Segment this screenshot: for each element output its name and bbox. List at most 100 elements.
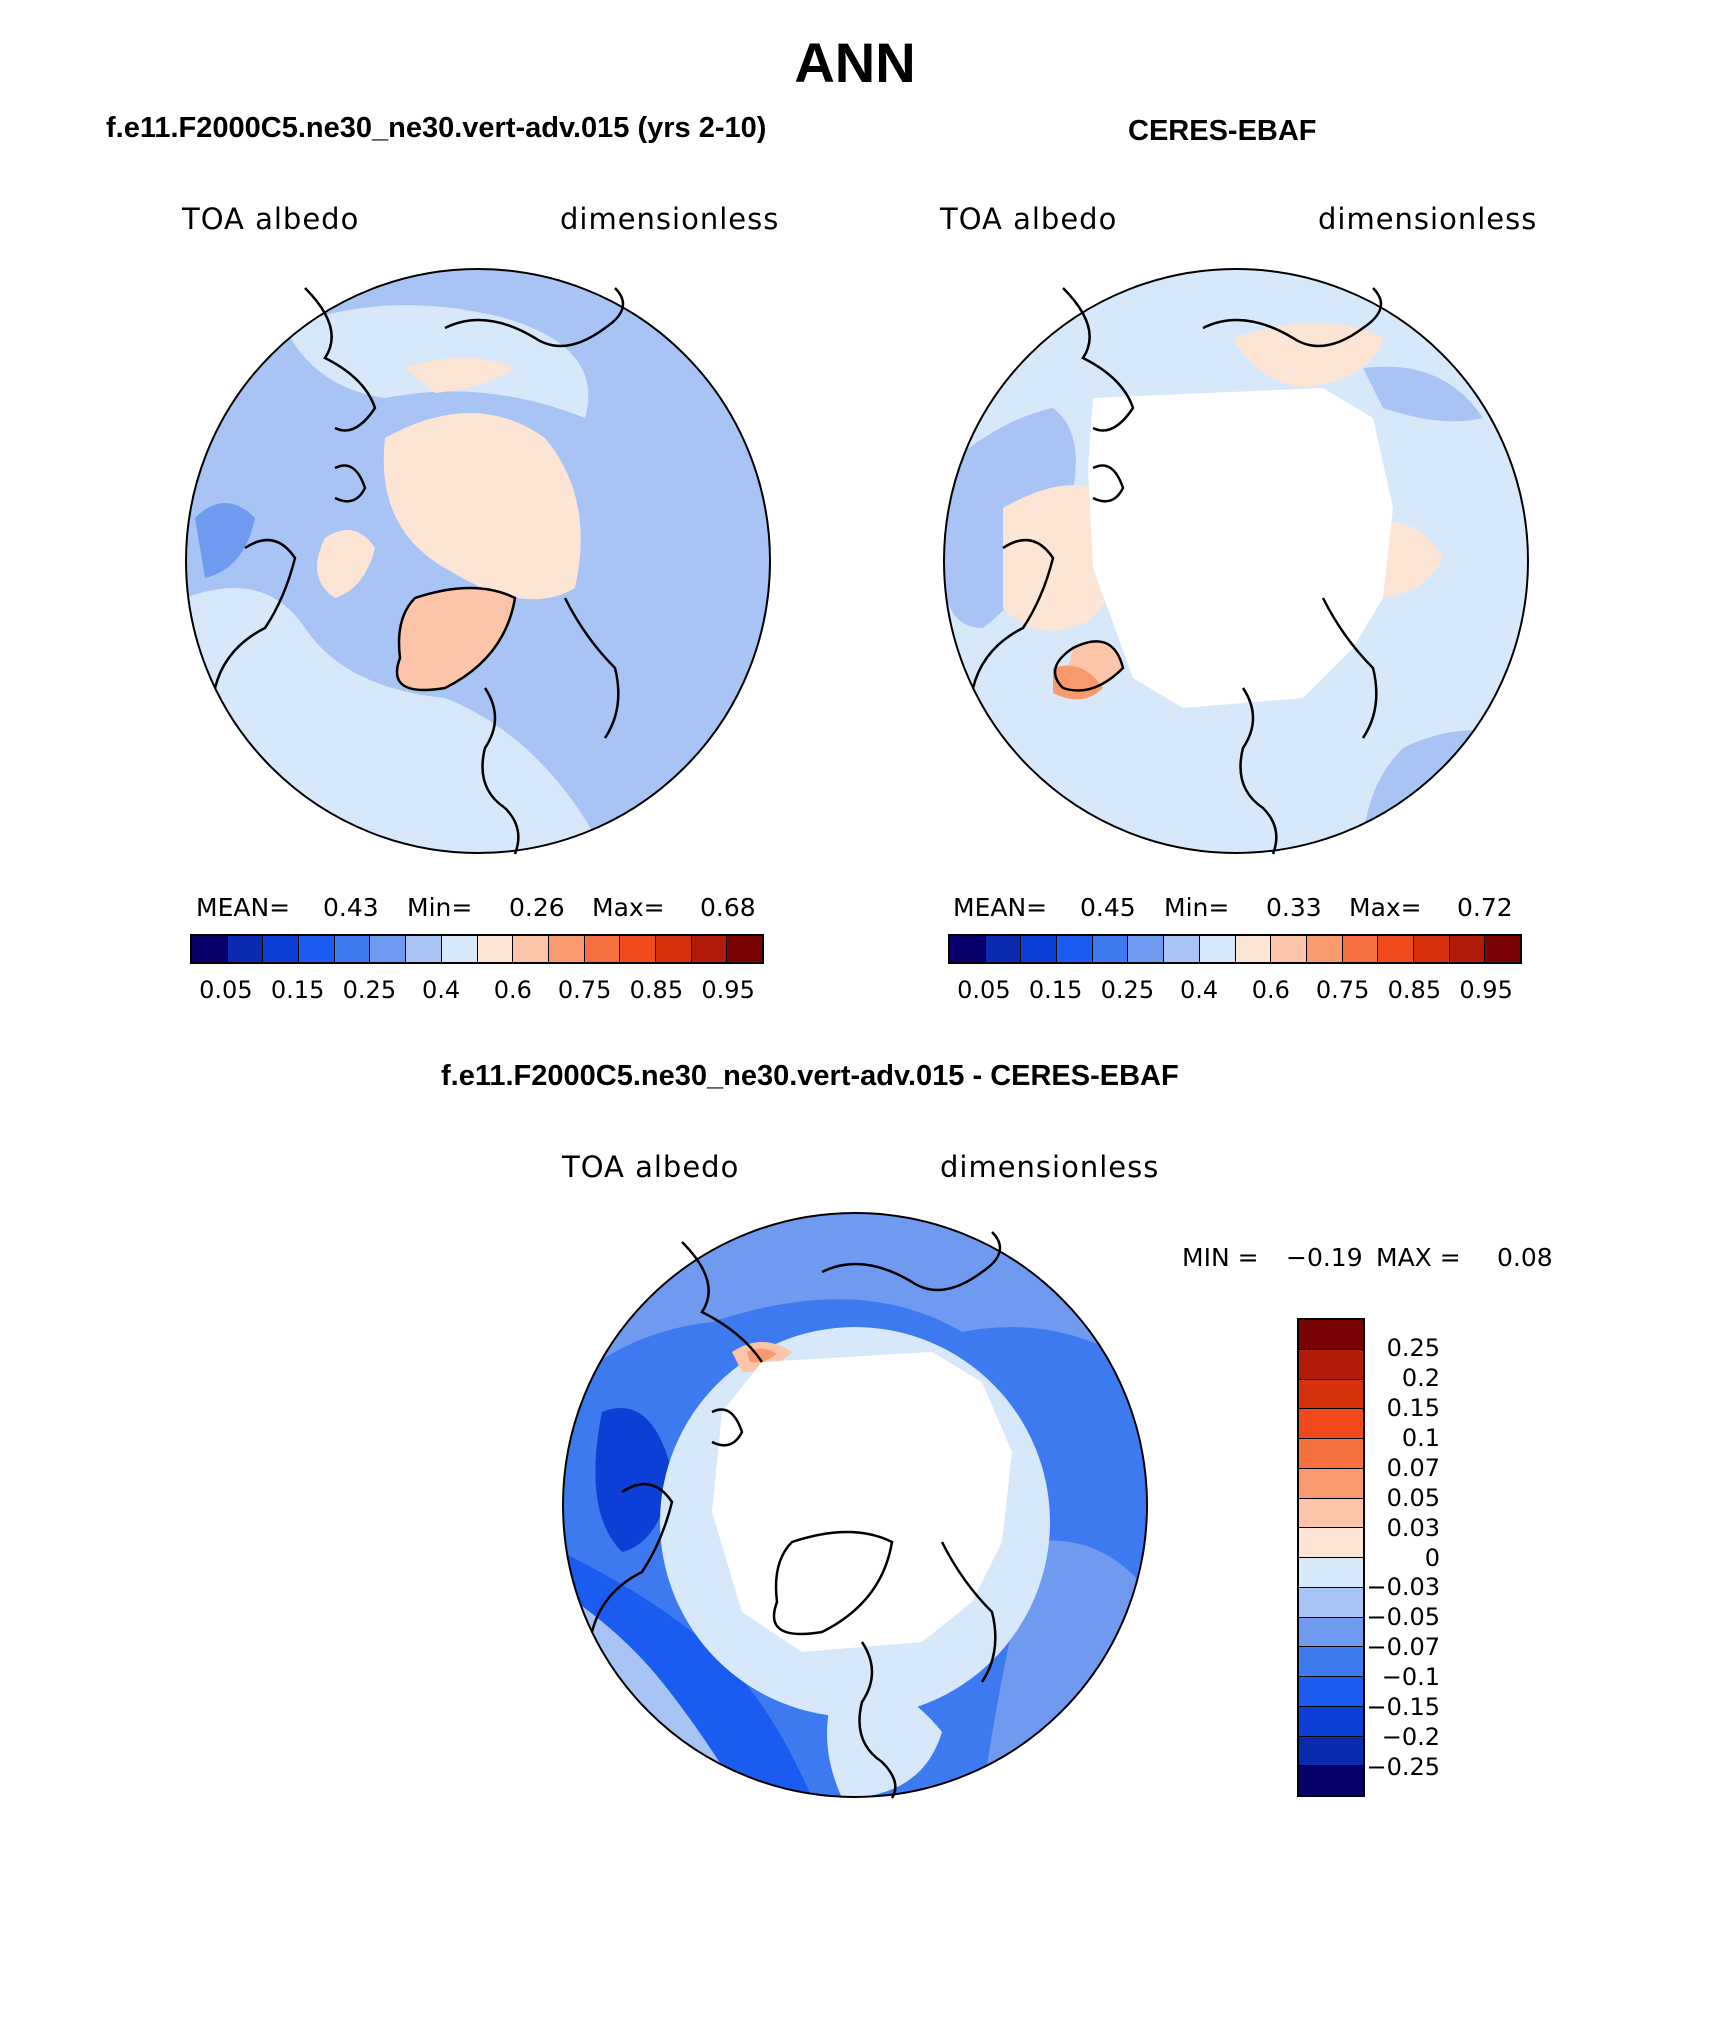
colorbar-swatch xyxy=(1299,1677,1363,1707)
colorbar-swatch xyxy=(1092,936,1129,962)
colorbar-swatch xyxy=(1299,1766,1363,1795)
min-label-model: Min= xyxy=(407,893,473,922)
variable-label-model: TOA albedo xyxy=(182,202,360,236)
colorbar-tick-label: 0.25 xyxy=(342,976,397,1004)
colorbar-ticks-diff: 0.25 0.2 0.15 0.1 0.07 0.05 0.03 0 −0.03 −0.05 −0.… xyxy=(1330,1318,1460,1797)
colorbar-swatch xyxy=(1299,1736,1363,1767)
colorbar-swatch xyxy=(1128,936,1165,962)
min-label-obs: Min= xyxy=(1164,893,1230,922)
colorbar-tick-label: −0.25 xyxy=(1366,1753,1440,1782)
colorbar-swatch xyxy=(406,936,442,962)
colorbar-swatch xyxy=(1378,936,1414,962)
colorbar-tick-label: 0.05 xyxy=(957,976,1011,1004)
colorbar-tick-label: 0.75 xyxy=(557,976,612,1004)
colorbar-swatch xyxy=(548,936,585,962)
colorbar-tick-label: 0.05 xyxy=(1386,1483,1440,1512)
polar-map-diff xyxy=(562,1212,1148,1799)
polar-map-obs xyxy=(943,268,1529,855)
colorbar-tick-label: 0.15 xyxy=(1028,976,1083,1004)
colorbar-tick-label: 0.95 xyxy=(701,976,755,1004)
colorbar-tick-label: 0.85 xyxy=(1387,976,1442,1004)
colorbar-swatch xyxy=(584,936,621,962)
max-label-diff: MAX = xyxy=(1376,1243,1461,1272)
polar-map-model xyxy=(185,268,771,855)
colorbar-swatch xyxy=(1342,936,1379,962)
colorbar-swatch xyxy=(370,936,407,962)
colorbar-tick-label: 0.75 xyxy=(1315,976,1370,1004)
panel-title-obs: CERES-EBAF xyxy=(1128,115,1317,147)
colorbar-swatch xyxy=(1299,1320,1363,1350)
colorbar-swatch xyxy=(691,936,728,962)
colorbar-swatch xyxy=(299,936,335,962)
colorbar-tick-label: 0.2 xyxy=(1401,1363,1440,1392)
colorbar-swatch xyxy=(1299,1647,1363,1677)
colorbar-swatch xyxy=(227,936,264,962)
colorbar-swatch xyxy=(1299,1617,1363,1648)
colorbar-tick-label: 0.15 xyxy=(1386,1393,1440,1422)
colorbar-model xyxy=(190,934,764,964)
colorbar-swatch xyxy=(1299,1439,1363,1469)
mean-value-model: 0.43 xyxy=(323,893,379,922)
colorbar-tick-label: 0.15 xyxy=(270,976,325,1004)
colorbar-swatch xyxy=(1057,936,1093,962)
colorbar-swatch xyxy=(1306,936,1343,962)
colorbar-tick-label: 0.05 xyxy=(199,976,253,1004)
colorbar-swatch xyxy=(1299,1409,1363,1439)
colorbar-swatch xyxy=(950,936,986,962)
colorbar-swatch xyxy=(1299,1468,1363,1499)
colorbar-tick-label: 0.25 xyxy=(1386,1333,1440,1362)
variable-label-obs: TOA albedo xyxy=(940,202,1118,236)
units-label-diff: dimensionless xyxy=(940,1150,1160,1184)
panel-title-model: f.e11.F2000C5.ne30_ne30.vert-adv.015 (yr… xyxy=(106,112,767,144)
min-value-diff: −0.19 xyxy=(1286,1243,1363,1272)
min-label-diff: MIN = xyxy=(1182,1243,1259,1272)
colorbar-swatch xyxy=(1299,1587,1363,1618)
colorbar-swatch xyxy=(1299,1528,1363,1558)
colorbar-swatch xyxy=(1413,936,1450,962)
colorbar-tick-label: 0.1 xyxy=(1401,1423,1440,1452)
colorbar-tick-label: 0.03 xyxy=(1386,1513,1440,1542)
units-label-obs: dimensionless xyxy=(1318,202,1538,236)
colorbar-swatch xyxy=(727,936,762,962)
colorbar-swatch xyxy=(1299,1558,1363,1588)
colorbar-tick-label: 0 xyxy=(1424,1543,1440,1572)
min-value-model: 0.26 xyxy=(509,893,565,922)
colorbar-ticks-model: 0.05 0.15 0.25 0.4 0.6 0.75 0.85 0.95 xyxy=(190,976,764,1006)
max-value-diff: 0.08 xyxy=(1497,1243,1553,1272)
colorbar-tick-label: 0.07 xyxy=(1386,1453,1440,1482)
main-title: ANN xyxy=(794,31,916,94)
colorbar-swatch xyxy=(441,936,478,962)
colorbar-swatch xyxy=(263,936,300,962)
colorbar-swatch xyxy=(1485,936,1520,962)
colorbar-tick-label: −0.2 xyxy=(1381,1723,1440,1752)
colorbar-swatch xyxy=(477,936,514,962)
colorbar-tick-label: −0.07 xyxy=(1366,1633,1440,1662)
colorbar-tick-label: −0.1 xyxy=(1381,1663,1440,1692)
colorbar-swatch xyxy=(1449,936,1486,962)
colorbar-swatch xyxy=(1235,936,1272,962)
colorbar-swatch xyxy=(1271,936,1307,962)
mean-value-obs: 0.45 xyxy=(1080,893,1136,922)
colorbar-swatch xyxy=(620,936,656,962)
colorbar-ticks-obs: 0.05 0.15 0.25 0.4 0.6 0.75 0.85 0.95 xyxy=(948,976,1522,1006)
max-label-model: Max= xyxy=(592,893,665,922)
colorbar-swatch xyxy=(1299,1379,1363,1410)
colorbar-tick-label: −0.15 xyxy=(1366,1693,1440,1722)
colorbar-swatch xyxy=(192,936,228,962)
colorbar-diff xyxy=(1297,1318,1365,1797)
colorbar-swatch xyxy=(334,936,371,962)
colorbar-swatch xyxy=(1199,936,1236,962)
colorbar-tick-label: 0.6 xyxy=(493,976,532,1004)
colorbar-swatch xyxy=(1299,1349,1363,1380)
mean-label-model: MEAN= xyxy=(196,893,291,922)
colorbar-swatch xyxy=(1299,1706,1363,1737)
colorbar-swatch xyxy=(513,936,549,962)
colorbar-obs xyxy=(948,934,1522,964)
units-label-model: dimensionless xyxy=(560,202,780,236)
colorbar-swatch xyxy=(985,936,1022,962)
colorbar-tick-label: −0.05 xyxy=(1366,1603,1440,1632)
colorbar-tick-label: −0.03 xyxy=(1366,1573,1440,1602)
colorbar-tick-label: 0.4 xyxy=(422,976,461,1004)
colorbar-swatch xyxy=(1021,936,1058,962)
colorbar-swatch xyxy=(1299,1498,1363,1529)
